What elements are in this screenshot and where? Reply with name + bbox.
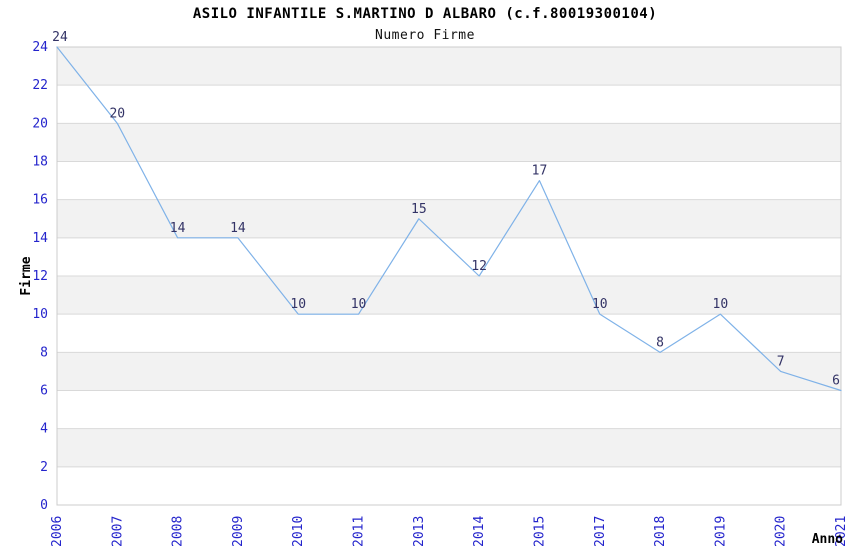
data-point-label: 24 <box>52 30 68 45</box>
data-point-label: 10 <box>351 297 367 312</box>
plot-band <box>57 428 841 467</box>
y-tick-label: 8 <box>40 345 48 360</box>
x-tick-label: 2019 <box>713 516 728 547</box>
data-point-label: 10 <box>713 297 729 312</box>
plot-band <box>57 352 841 391</box>
data-point-label: 12 <box>471 259 487 274</box>
data-point-label: 10 <box>592 297 608 312</box>
y-axis-label: Firme <box>19 256 34 295</box>
chart-title: ASILO INFANTILE S.MARTINO D ALBARO (c.f.… <box>192 6 658 22</box>
data-point-label: 20 <box>109 106 125 121</box>
data-point-label: 14 <box>230 221 246 236</box>
x-tick-label: 2007 <box>110 516 125 547</box>
y-tick-label: 4 <box>40 422 48 437</box>
y-tick-label: 12 <box>32 269 48 284</box>
x-axis-label: Anno <box>812 532 843 547</box>
x-tick-label: 2015 <box>532 516 547 547</box>
data-point-label: 17 <box>532 164 548 179</box>
data-point-label: 7 <box>777 354 785 369</box>
x-tick-label: 2020 <box>774 516 789 547</box>
x-tick-label: 2017 <box>593 516 608 547</box>
y-tick-label: 6 <box>40 384 48 399</box>
x-tick-label: 2006 <box>50 516 65 547</box>
x-tick-label: 2021 <box>834 516 849 547</box>
plot-band <box>57 47 841 86</box>
x-tick-label: 2011 <box>352 516 367 547</box>
x-tick-label: 2018 <box>653 516 668 547</box>
x-tick-label: 2014 <box>472 516 487 547</box>
y-tick-label: 10 <box>32 307 48 322</box>
data-point-label: 8 <box>656 335 664 350</box>
data-point-label: 6 <box>832 374 840 389</box>
y-tick-label: 18 <box>32 155 48 170</box>
x-tick-label: 2009 <box>231 516 246 547</box>
data-point-label: 10 <box>290 297 306 312</box>
y-tick-label: 22 <box>32 78 48 93</box>
data-point-label: 15 <box>411 202 427 217</box>
plot-band <box>57 199 841 238</box>
x-tick-label: 2010 <box>291 516 306 547</box>
chart-subtitle: Numero Firme <box>375 28 475 43</box>
y-tick-label: 0 <box>40 498 48 513</box>
data-line <box>56 46 842 392</box>
y-tick-label: 20 <box>32 116 48 131</box>
y-tick-label: 14 <box>32 231 48 246</box>
x-tick-label: 2013 <box>412 516 427 547</box>
y-tick-label: 16 <box>32 193 48 208</box>
plot-band <box>57 123 841 162</box>
y-tick-label: 2 <box>40 460 48 475</box>
x-tick-label: 2008 <box>171 516 186 547</box>
plot-border <box>56 46 842 506</box>
y-tick-label: 24 <box>32 40 48 55</box>
data-point-label: 14 <box>170 221 186 236</box>
plot-band <box>57 276 841 315</box>
